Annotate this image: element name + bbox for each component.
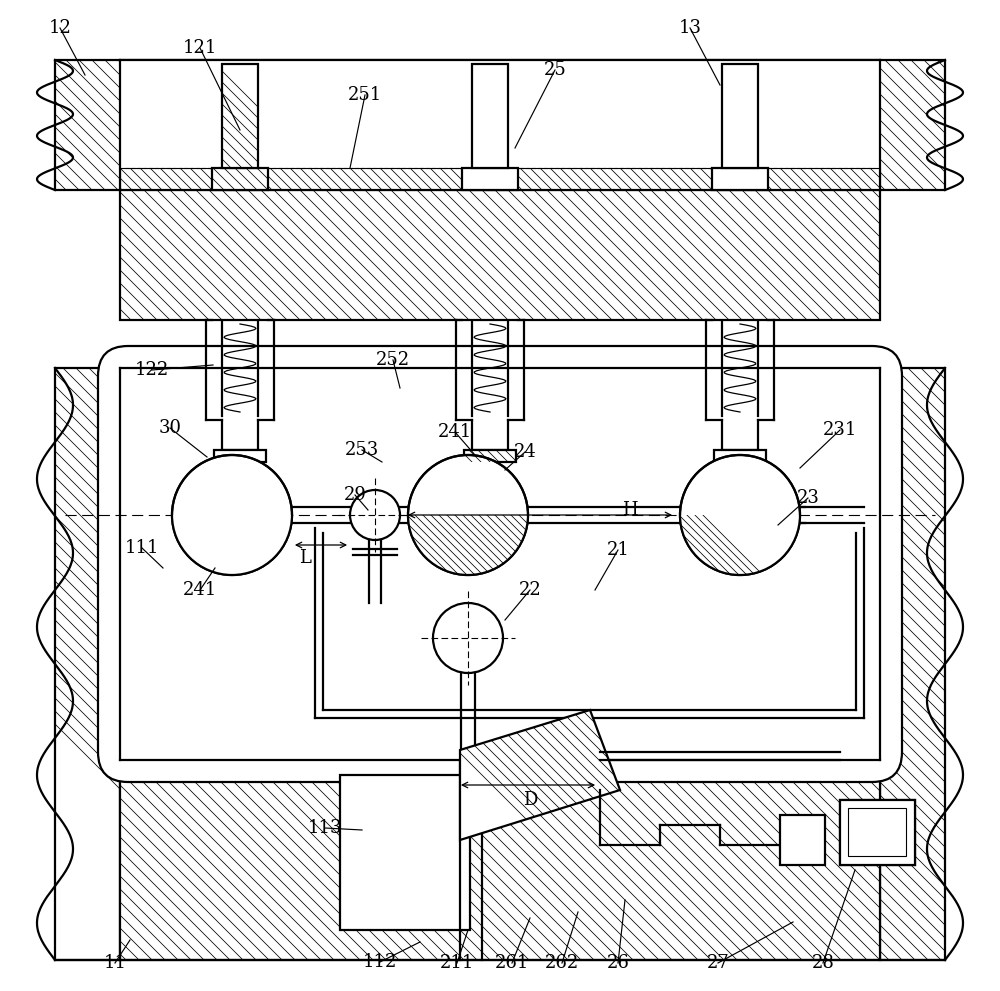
Text: 113: 113 (308, 819, 342, 837)
Text: 26: 26 (607, 954, 629, 972)
Text: 12: 12 (49, 19, 71, 37)
Text: 252: 252 (376, 351, 410, 369)
Text: 13: 13 (678, 19, 702, 37)
Polygon shape (408, 515, 528, 575)
Polygon shape (212, 168, 268, 190)
Circle shape (680, 455, 800, 575)
Text: 241: 241 (438, 423, 472, 441)
Circle shape (408, 455, 528, 575)
Text: D: D (523, 791, 537, 809)
Text: 23: 23 (797, 489, 819, 507)
Bar (120, 368, 880, 760)
Text: 30: 30 (158, 419, 182, 437)
Text: 231: 231 (823, 421, 857, 439)
Bar (340, 775, 470, 930)
Text: 262: 262 (545, 954, 579, 972)
Text: 253: 253 (345, 441, 379, 459)
Polygon shape (120, 168, 880, 190)
Polygon shape (462, 168, 518, 190)
Polygon shape (464, 450, 516, 462)
Text: 27: 27 (707, 954, 729, 972)
Text: 112: 112 (363, 953, 397, 971)
Polygon shape (722, 64, 758, 168)
Text: 24: 24 (514, 443, 536, 461)
Text: H: H (622, 501, 638, 519)
Polygon shape (460, 710, 620, 840)
Bar (120, 60, 880, 190)
Text: L: L (299, 549, 311, 567)
Bar (848, 808, 906, 856)
Bar (780, 815, 825, 865)
Text: 111: 111 (125, 539, 159, 557)
Circle shape (350, 490, 400, 540)
Text: 22: 22 (519, 581, 541, 599)
Polygon shape (712, 168, 768, 190)
Polygon shape (120, 760, 880, 960)
Polygon shape (680, 515, 800, 575)
Text: 251: 251 (348, 86, 382, 104)
Text: 122: 122 (135, 361, 169, 379)
Polygon shape (472, 64, 508, 168)
FancyBboxPatch shape (98, 346, 902, 782)
Circle shape (433, 603, 503, 673)
Text: 211: 211 (440, 954, 474, 972)
Polygon shape (880, 368, 945, 960)
Polygon shape (222, 64, 258, 168)
Polygon shape (214, 450, 266, 462)
Text: 121: 121 (183, 39, 217, 57)
Text: 11: 11 (104, 954, 126, 972)
Polygon shape (55, 368, 120, 960)
Polygon shape (172, 515, 292, 575)
Text: 261: 261 (495, 954, 529, 972)
Circle shape (172, 455, 292, 575)
Text: 241: 241 (183, 581, 217, 599)
Polygon shape (55, 60, 945, 320)
Text: 21: 21 (607, 541, 629, 559)
Polygon shape (714, 450, 766, 462)
Text: 29: 29 (344, 486, 366, 504)
Bar (840, 800, 915, 865)
Text: 28: 28 (812, 954, 834, 972)
Bar (840, 800, 915, 865)
Text: 25: 25 (544, 61, 566, 79)
